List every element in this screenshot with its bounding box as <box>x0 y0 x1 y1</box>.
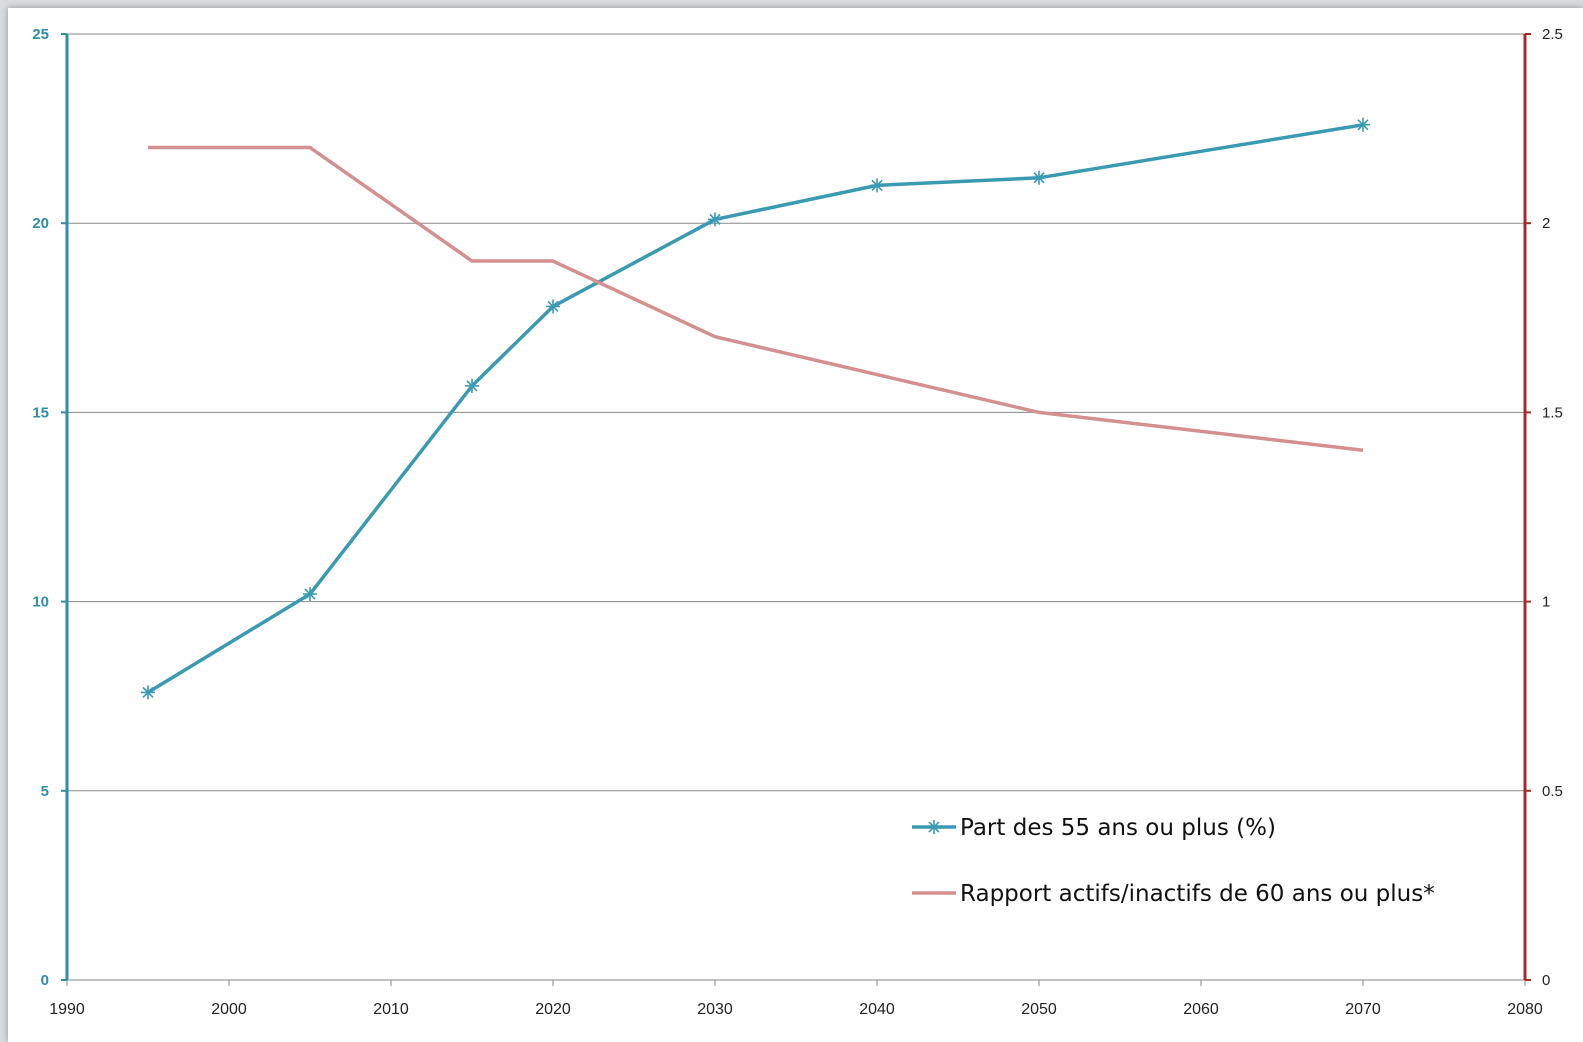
right-tick-label: 2 <box>1542 215 1550 232</box>
x-tick-label: 2050 <box>1021 1001 1057 1018</box>
data-point-marker <box>1032 170 1046 185</box>
chart-frame <box>8 8 1583 1042</box>
data-point-marker <box>465 378 479 393</box>
legend-label-1: Part des 55 ans ou plus (%) <box>960 815 1276 841</box>
right-tick-label: 0.5 <box>1542 783 1563 800</box>
x-tick-label: 2060 <box>1183 1001 1219 1018</box>
data-point-marker <box>708 212 722 227</box>
data-point-marker <box>303 587 317 602</box>
left-tick-label: 10 <box>32 594 49 611</box>
x-tick-label: 2070 <box>1345 1001 1381 1018</box>
right-tick-label: 1 <box>1542 594 1550 611</box>
left-tick-label: 0 <box>41 972 49 989</box>
data-point-marker <box>1356 117 1370 132</box>
data-point-marker <box>546 299 560 314</box>
left-tick-label: 15 <box>32 404 49 421</box>
data-point-marker <box>927 820 941 834</box>
x-tick-label: 2030 <box>697 1001 733 1018</box>
right-tick-label: 1.5 <box>1542 404 1563 421</box>
series-line-1 <box>147 123 1364 694</box>
data-point-marker <box>870 178 884 193</box>
left-tick-label: 20 <box>32 215 49 232</box>
data-point-marker <box>141 685 155 700</box>
right-tick-label: 0 <box>1542 972 1550 989</box>
x-tick-label: 2000 <box>211 1001 247 1018</box>
x-tick-label: 1990 <box>49 1001 85 1018</box>
x-tick-label: 2080 <box>1507 1001 1543 1018</box>
left-tick-label: 25 <box>32 26 49 43</box>
series-line-2 <box>148 145 1364 452</box>
left-tick-label: 5 <box>41 783 49 800</box>
x-tick-label: 2010 <box>373 1001 409 1018</box>
x-tick-label: 2040 <box>859 1001 895 1018</box>
right-tick-label: 2.5 <box>1542 26 1563 43</box>
x-tick-label: 2020 <box>535 1001 571 1018</box>
legend-label-2: Rapport actifs/inactifs de 60 ans ou plu… <box>960 881 1435 907</box>
